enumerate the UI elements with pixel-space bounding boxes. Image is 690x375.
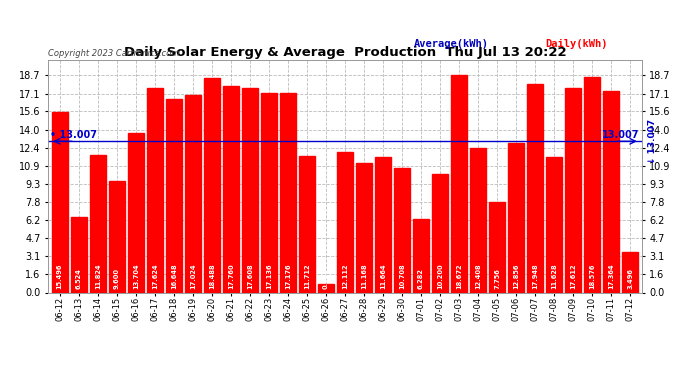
Bar xyxy=(489,202,505,292)
Text: 12.856: 12.856 xyxy=(513,264,519,289)
Bar xyxy=(318,284,334,292)
Text: 18.488: 18.488 xyxy=(209,263,215,289)
Title: Daily Solar Energy & Average  Production  Thu Jul 13 20:22: Daily Solar Energy & Average Production … xyxy=(124,46,566,59)
Text: 17.176: 17.176 xyxy=(285,263,291,289)
Text: 17.136: 17.136 xyxy=(266,263,272,289)
Bar xyxy=(603,91,620,292)
Bar xyxy=(223,86,239,292)
Bar xyxy=(470,148,486,292)
Bar xyxy=(508,143,524,292)
Text: 16.648: 16.648 xyxy=(171,263,177,289)
Text: 11.824: 11.824 xyxy=(95,263,101,289)
Bar xyxy=(128,133,144,292)
Text: 12.112: 12.112 xyxy=(342,263,348,289)
Bar xyxy=(70,217,87,292)
Text: 17.024: 17.024 xyxy=(190,263,196,289)
Text: Copyright 2023 Cartronics.com: Copyright 2023 Cartronics.com xyxy=(48,49,179,58)
Bar xyxy=(451,75,467,292)
Bar xyxy=(622,252,638,292)
Text: 10.708: 10.708 xyxy=(399,263,405,289)
Text: Average(kWh): Average(kWh) xyxy=(414,39,489,50)
Bar xyxy=(546,158,562,292)
Bar xyxy=(261,93,277,292)
Bar xyxy=(356,163,372,292)
Bar xyxy=(280,93,296,292)
Text: ↓ 13.007: ↓ 13.007 xyxy=(648,119,657,164)
Text: 17.364: 17.364 xyxy=(609,263,614,289)
Bar xyxy=(90,155,106,292)
Text: Daily(kWh): Daily(kWh) xyxy=(545,39,608,50)
Text: 18.576: 18.576 xyxy=(589,264,595,289)
Bar xyxy=(394,168,410,292)
Text: 17.608: 17.608 xyxy=(247,263,253,289)
Text: 17.624: 17.624 xyxy=(152,263,158,289)
Text: 10.200: 10.200 xyxy=(437,263,443,289)
Bar xyxy=(413,219,429,292)
Bar xyxy=(185,94,201,292)
Bar xyxy=(204,78,220,292)
Bar xyxy=(432,174,448,292)
Text: 7.756: 7.756 xyxy=(494,268,500,289)
Text: 17.612: 17.612 xyxy=(570,263,576,289)
Text: 15.496: 15.496 xyxy=(57,264,63,289)
Text: 17.948: 17.948 xyxy=(532,263,538,289)
Text: 17.760: 17.760 xyxy=(228,263,234,289)
Text: 9.600: 9.600 xyxy=(114,268,120,289)
Bar xyxy=(565,88,581,292)
Bar xyxy=(584,76,600,292)
Bar xyxy=(241,88,258,292)
Text: 6.282: 6.282 xyxy=(418,268,424,289)
Bar xyxy=(299,156,315,292)
Text: • 13.007: • 13.007 xyxy=(50,129,97,140)
Bar xyxy=(337,152,353,292)
Text: 3.496: 3.496 xyxy=(627,268,633,289)
Text: 11.712: 11.712 xyxy=(304,263,310,289)
Bar xyxy=(52,112,68,292)
Bar xyxy=(109,181,125,292)
Bar xyxy=(375,157,391,292)
Text: 13.007: 13.007 xyxy=(602,129,640,140)
Text: 11.168: 11.168 xyxy=(361,263,367,289)
Text: 11.664: 11.664 xyxy=(380,263,386,289)
Bar xyxy=(147,88,163,292)
Text: 12.408: 12.408 xyxy=(475,263,481,289)
Text: 13.704: 13.704 xyxy=(132,263,139,289)
Bar xyxy=(166,99,182,292)
Bar xyxy=(527,84,543,292)
Text: 11.628: 11.628 xyxy=(551,263,558,289)
Text: 0.728: 0.728 xyxy=(323,268,329,289)
Text: 18.672: 18.672 xyxy=(456,263,462,289)
Text: 6.524: 6.524 xyxy=(76,268,81,289)
